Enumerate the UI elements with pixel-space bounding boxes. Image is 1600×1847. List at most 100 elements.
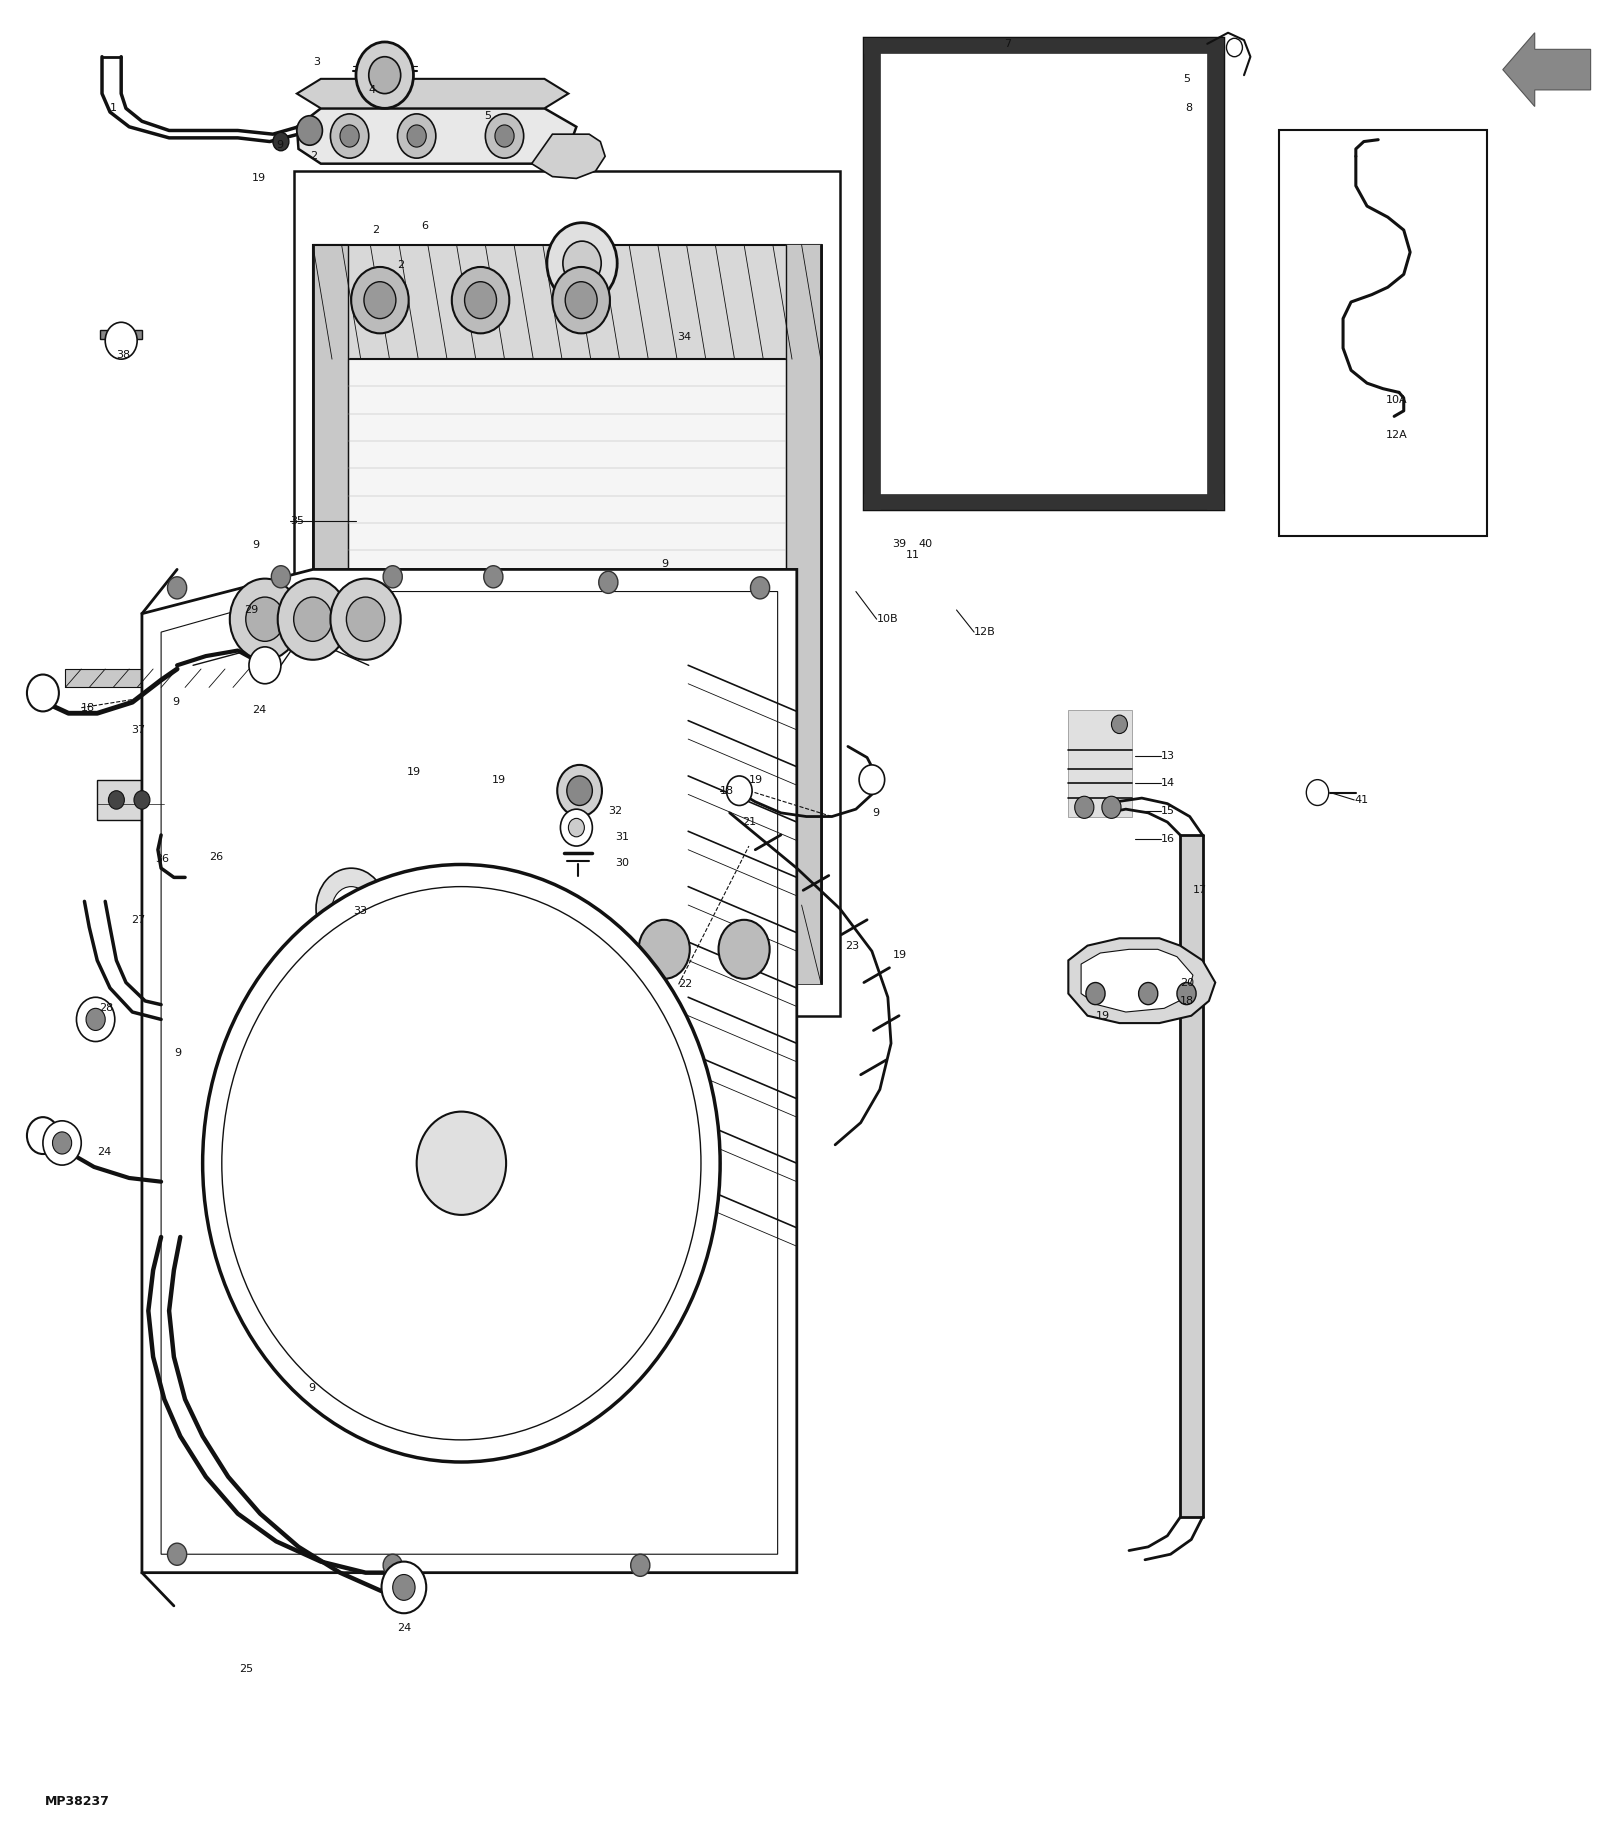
Polygon shape xyxy=(101,329,142,338)
Circle shape xyxy=(27,674,59,711)
Text: 33: 33 xyxy=(352,905,366,916)
Bar xyxy=(347,358,786,905)
Circle shape xyxy=(363,283,395,318)
Text: 19: 19 xyxy=(491,774,506,785)
Bar xyxy=(1181,835,1203,1518)
Bar xyxy=(1208,39,1224,508)
Text: 30: 30 xyxy=(614,857,629,868)
Circle shape xyxy=(494,126,514,148)
Polygon shape xyxy=(1502,33,1590,107)
Circle shape xyxy=(560,809,592,846)
Polygon shape xyxy=(298,109,576,164)
Circle shape xyxy=(168,1542,187,1564)
Circle shape xyxy=(272,565,291,587)
Circle shape xyxy=(109,791,125,809)
Circle shape xyxy=(395,935,421,964)
Text: 19: 19 xyxy=(893,949,907,960)
Circle shape xyxy=(750,576,770,598)
Circle shape xyxy=(1086,983,1106,1005)
Circle shape xyxy=(278,578,347,659)
Text: 24: 24 xyxy=(397,1624,411,1633)
Text: 6: 6 xyxy=(421,222,429,231)
Circle shape xyxy=(392,1574,414,1600)
Circle shape xyxy=(1102,796,1122,818)
Circle shape xyxy=(350,268,408,332)
Circle shape xyxy=(250,646,282,683)
Text: 36: 36 xyxy=(155,853,168,864)
Circle shape xyxy=(230,578,301,659)
Bar xyxy=(864,39,1224,54)
Text: 38: 38 xyxy=(117,351,131,360)
Circle shape xyxy=(552,268,610,332)
Text: 5: 5 xyxy=(1184,74,1190,83)
Circle shape xyxy=(451,268,509,332)
Text: 24: 24 xyxy=(98,1147,112,1158)
Text: 9: 9 xyxy=(661,560,669,569)
Polygon shape xyxy=(162,591,778,1553)
Circle shape xyxy=(1178,983,1197,1005)
Text: 5: 5 xyxy=(483,111,491,120)
Text: 18: 18 xyxy=(720,785,734,796)
Text: 11: 11 xyxy=(906,550,920,560)
Circle shape xyxy=(397,115,435,159)
Text: 9: 9 xyxy=(872,807,878,818)
Circle shape xyxy=(333,887,370,931)
Circle shape xyxy=(598,571,618,593)
Text: 25: 25 xyxy=(240,1664,253,1673)
Text: 40: 40 xyxy=(918,539,933,549)
Circle shape xyxy=(382,1553,402,1575)
Circle shape xyxy=(222,887,701,1441)
Bar xyxy=(314,905,821,983)
Bar xyxy=(314,246,821,358)
Circle shape xyxy=(53,1132,72,1154)
Bar xyxy=(294,172,840,1016)
Text: 41: 41 xyxy=(1354,794,1368,805)
Circle shape xyxy=(1227,39,1243,57)
Polygon shape xyxy=(1082,949,1194,1012)
Circle shape xyxy=(381,1561,426,1612)
Text: 39: 39 xyxy=(893,539,907,549)
Text: 20: 20 xyxy=(1181,977,1194,988)
Circle shape xyxy=(630,1553,650,1575)
Text: 4: 4 xyxy=(368,85,376,94)
Text: 12A: 12A xyxy=(1386,430,1408,440)
Text: 2: 2 xyxy=(371,225,379,235)
Text: 2: 2 xyxy=(397,260,405,270)
Text: 31: 31 xyxy=(614,831,629,842)
Bar xyxy=(314,246,821,983)
Bar xyxy=(1069,709,1133,816)
Bar xyxy=(786,246,821,983)
Bar xyxy=(314,246,347,983)
Bar xyxy=(874,50,1214,497)
Polygon shape xyxy=(1069,938,1216,1023)
Text: 28: 28 xyxy=(99,1003,114,1014)
Bar xyxy=(66,669,258,687)
Circle shape xyxy=(317,868,386,949)
Text: 9: 9 xyxy=(173,696,179,707)
Circle shape xyxy=(494,920,546,979)
Polygon shape xyxy=(531,135,605,179)
Text: 22: 22 xyxy=(678,979,693,990)
Circle shape xyxy=(638,920,690,979)
Circle shape xyxy=(346,597,384,641)
Text: 35: 35 xyxy=(291,517,304,526)
Text: 19: 19 xyxy=(253,174,266,183)
Circle shape xyxy=(726,776,752,805)
Text: 1: 1 xyxy=(110,103,117,113)
Circle shape xyxy=(368,57,400,94)
Circle shape xyxy=(406,126,426,148)
Text: 2: 2 xyxy=(310,151,317,161)
Circle shape xyxy=(27,1117,59,1154)
Polygon shape xyxy=(298,79,568,109)
Text: 19: 19 xyxy=(749,774,763,785)
Bar xyxy=(864,493,1224,508)
Polygon shape xyxy=(142,569,797,1572)
Text: 3: 3 xyxy=(314,57,320,66)
Circle shape xyxy=(331,115,368,159)
Circle shape xyxy=(566,776,592,805)
Circle shape xyxy=(1112,715,1128,733)
Text: 29: 29 xyxy=(245,606,259,615)
Circle shape xyxy=(355,42,413,109)
Text: 23: 23 xyxy=(845,940,859,951)
Circle shape xyxy=(294,597,333,641)
